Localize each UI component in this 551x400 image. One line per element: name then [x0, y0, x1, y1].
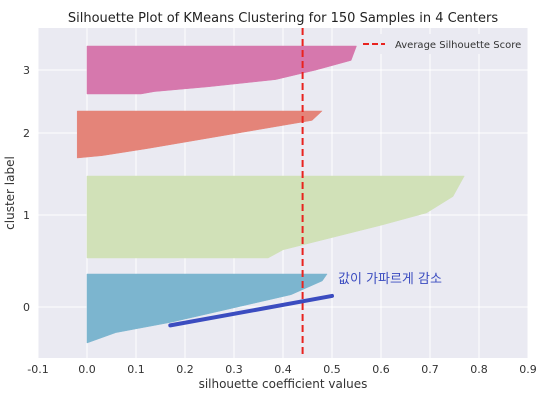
silhouette-cluster-2 — [76, 110, 323, 159]
x-tick-label: 0.6 — [372, 363, 390, 376]
x-tick-label: 0.5 — [323, 363, 341, 376]
annotation-arrow-line — [168, 293, 334, 328]
y-tick-label: 2 — [23, 127, 30, 140]
x-axis-label: silhouette coefficient values — [199, 377, 368, 391]
silhouette-cluster-3 — [86, 45, 357, 95]
x-tick-label: 0.7 — [421, 363, 439, 376]
x-tick-label: 0.8 — [470, 363, 488, 376]
x-tick-label: 0.9 — [519, 363, 537, 376]
x-tick-label: 0.0 — [78, 363, 96, 376]
y-axis-label: cluster label — [3, 156, 17, 230]
annotation-text: 값이 가파르게 감소 — [338, 272, 442, 287]
silhouette-cluster-1 — [86, 175, 465, 259]
x-tick-label: 0.1 — [127, 363, 145, 376]
x-tick-label: -0.1 — [27, 363, 48, 376]
x-tick-labels: -0.1 0.0 0.1 0.2 0.3 0.4 0.5 0.6 0.7 0.8 0.9 — [27, 363, 536, 376]
legend: Average Silhouette Score — [358, 34, 524, 54]
x-tick-label: 0.2 — [176, 363, 194, 376]
silhouette-cluster-0 — [86, 273, 328, 344]
annotation-layer: 값이 가파르게 감소 — [168, 272, 442, 328]
y-tick-label: 0 — [23, 301, 30, 314]
x-tick-label: 0.4 — [274, 363, 292, 376]
legend-label: Average Silhouette Score — [395, 40, 521, 51]
y-tick-label: 3 — [23, 64, 30, 77]
legend-box — [358, 34, 524, 54]
y-tick-label: 1 — [23, 209, 30, 222]
silhouette-clusters — [76, 45, 465, 344]
chart-title: Silhouette Plot of KMeans Clustering for… — [68, 11, 498, 26]
y-tick-labels: 0 1 2 3 — [23, 64, 30, 314]
x-tick-label: 0.3 — [225, 363, 243, 376]
